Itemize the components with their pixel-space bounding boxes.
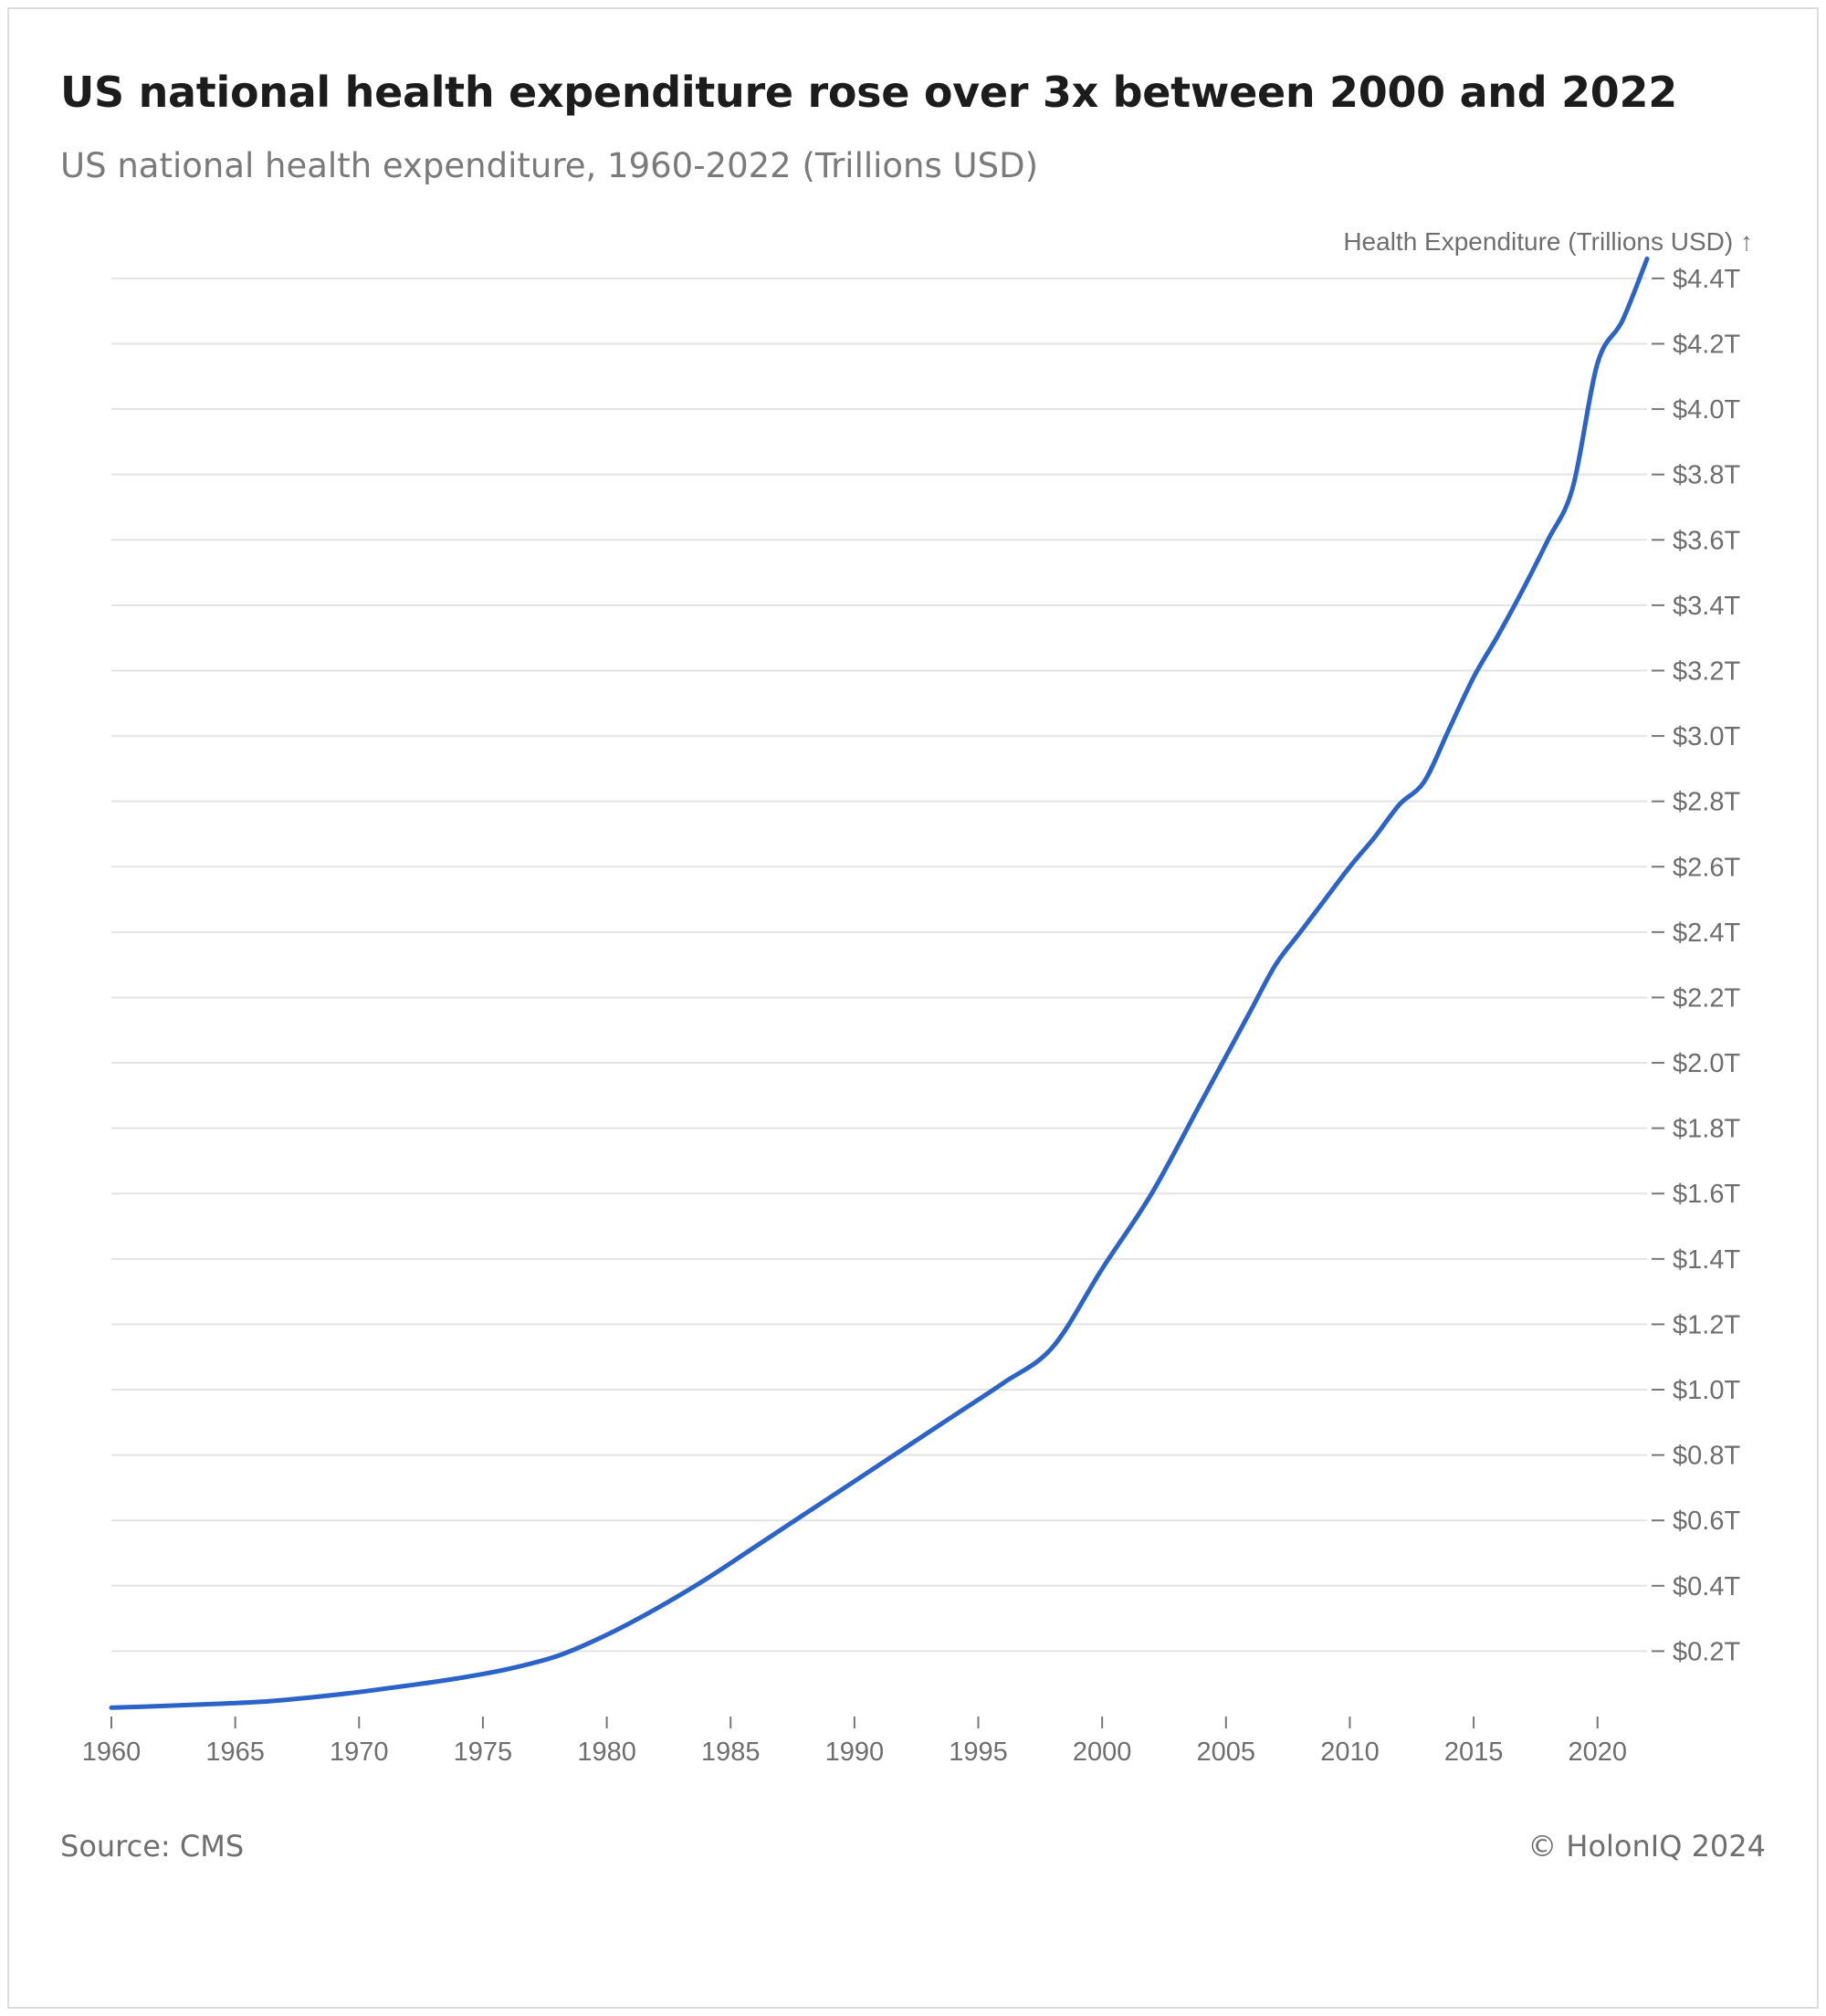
copyright-note: © HolonIQ 2024 xyxy=(1527,1829,1766,1864)
x-tick-label: 1995 xyxy=(949,1738,1008,1767)
y-tick-label: $3.8T xyxy=(1673,461,1740,490)
y-tick-label: $4.4T xyxy=(1673,265,1740,294)
chart-title: US national health expenditure rose over… xyxy=(60,68,1677,117)
x-tick-label: 1970 xyxy=(330,1738,389,1767)
x-axis: 1960 1965 1970 1975 1980 1985 1990 1995 2000 2005… xyxy=(82,1717,1627,1767)
chart-subtitle: US national health expenditure, 1960-202… xyxy=(60,146,1039,185)
series-group xyxy=(109,256,1650,1710)
y-axis-label: Health Expenditure (Trillions USD) ↑ xyxy=(1343,227,1753,256)
y-tick-label: $0.8T xyxy=(1673,1442,1740,1471)
y-tick-label: $1.8T xyxy=(1673,1115,1740,1144)
y-tick-label: $3.6T xyxy=(1673,526,1740,555)
y-tick-label: $3.0T xyxy=(1673,722,1740,751)
source-note: Source: CMS xyxy=(60,1829,245,1864)
y-tick-label: $0.2T xyxy=(1673,1637,1740,1666)
x-tick-label: 1965 xyxy=(205,1738,265,1767)
x-tick-label: 1975 xyxy=(454,1738,513,1767)
x-tick-label: 1960 xyxy=(82,1738,142,1767)
y-tick-label: $2.6T xyxy=(1673,853,1740,882)
chart-card xyxy=(7,7,1819,2009)
x-tick-label: 2015 xyxy=(1444,1738,1504,1767)
y-tick-label: $2.8T xyxy=(1673,788,1740,817)
y-tick-label: $1.2T xyxy=(1673,1310,1740,1339)
series-line xyxy=(109,256,1650,1710)
x-tick-label: 1990 xyxy=(825,1738,885,1767)
y-tick-label: $2.4T xyxy=(1673,919,1740,948)
x-tick-label: 1980 xyxy=(577,1738,636,1767)
y-tick-label: $3.4T xyxy=(1673,592,1740,621)
y-tick-label: $1.4T xyxy=(1673,1245,1740,1275)
y-tick-label: $2.2T xyxy=(1673,983,1740,1013)
y-tick-label: $0.4T xyxy=(1673,1572,1740,1601)
x-tick-label: 2000 xyxy=(1073,1738,1132,1767)
y-tick-label: $3.2T xyxy=(1673,656,1740,686)
y-tick-label: $1.0T xyxy=(1673,1376,1740,1405)
gridlines xyxy=(111,277,1647,1653)
y-tick-label: $2.0T xyxy=(1673,1049,1740,1078)
line-chart: $0.2T $0.4T $0.6T $0.8T $1.0T $1.2T $1.4T $1.6T… xyxy=(82,227,1753,1767)
x-tick-label: 2020 xyxy=(1568,1738,1627,1767)
y-tick-label: $4.2T xyxy=(1673,330,1740,359)
x-tick-label: 2010 xyxy=(1320,1738,1380,1767)
y-axis: $0.2T $0.4T $0.6T $0.8T $1.0T $1.2T $1.4T $1.6T… xyxy=(1652,265,1740,1666)
y-tick-label: $0.6T xyxy=(1673,1507,1740,1536)
x-tick-label: 1985 xyxy=(701,1738,761,1767)
y-tick-label: $4.0T xyxy=(1673,395,1740,425)
y-tick-label: $1.6T xyxy=(1673,1180,1740,1209)
x-tick-label: 2005 xyxy=(1197,1738,1256,1767)
